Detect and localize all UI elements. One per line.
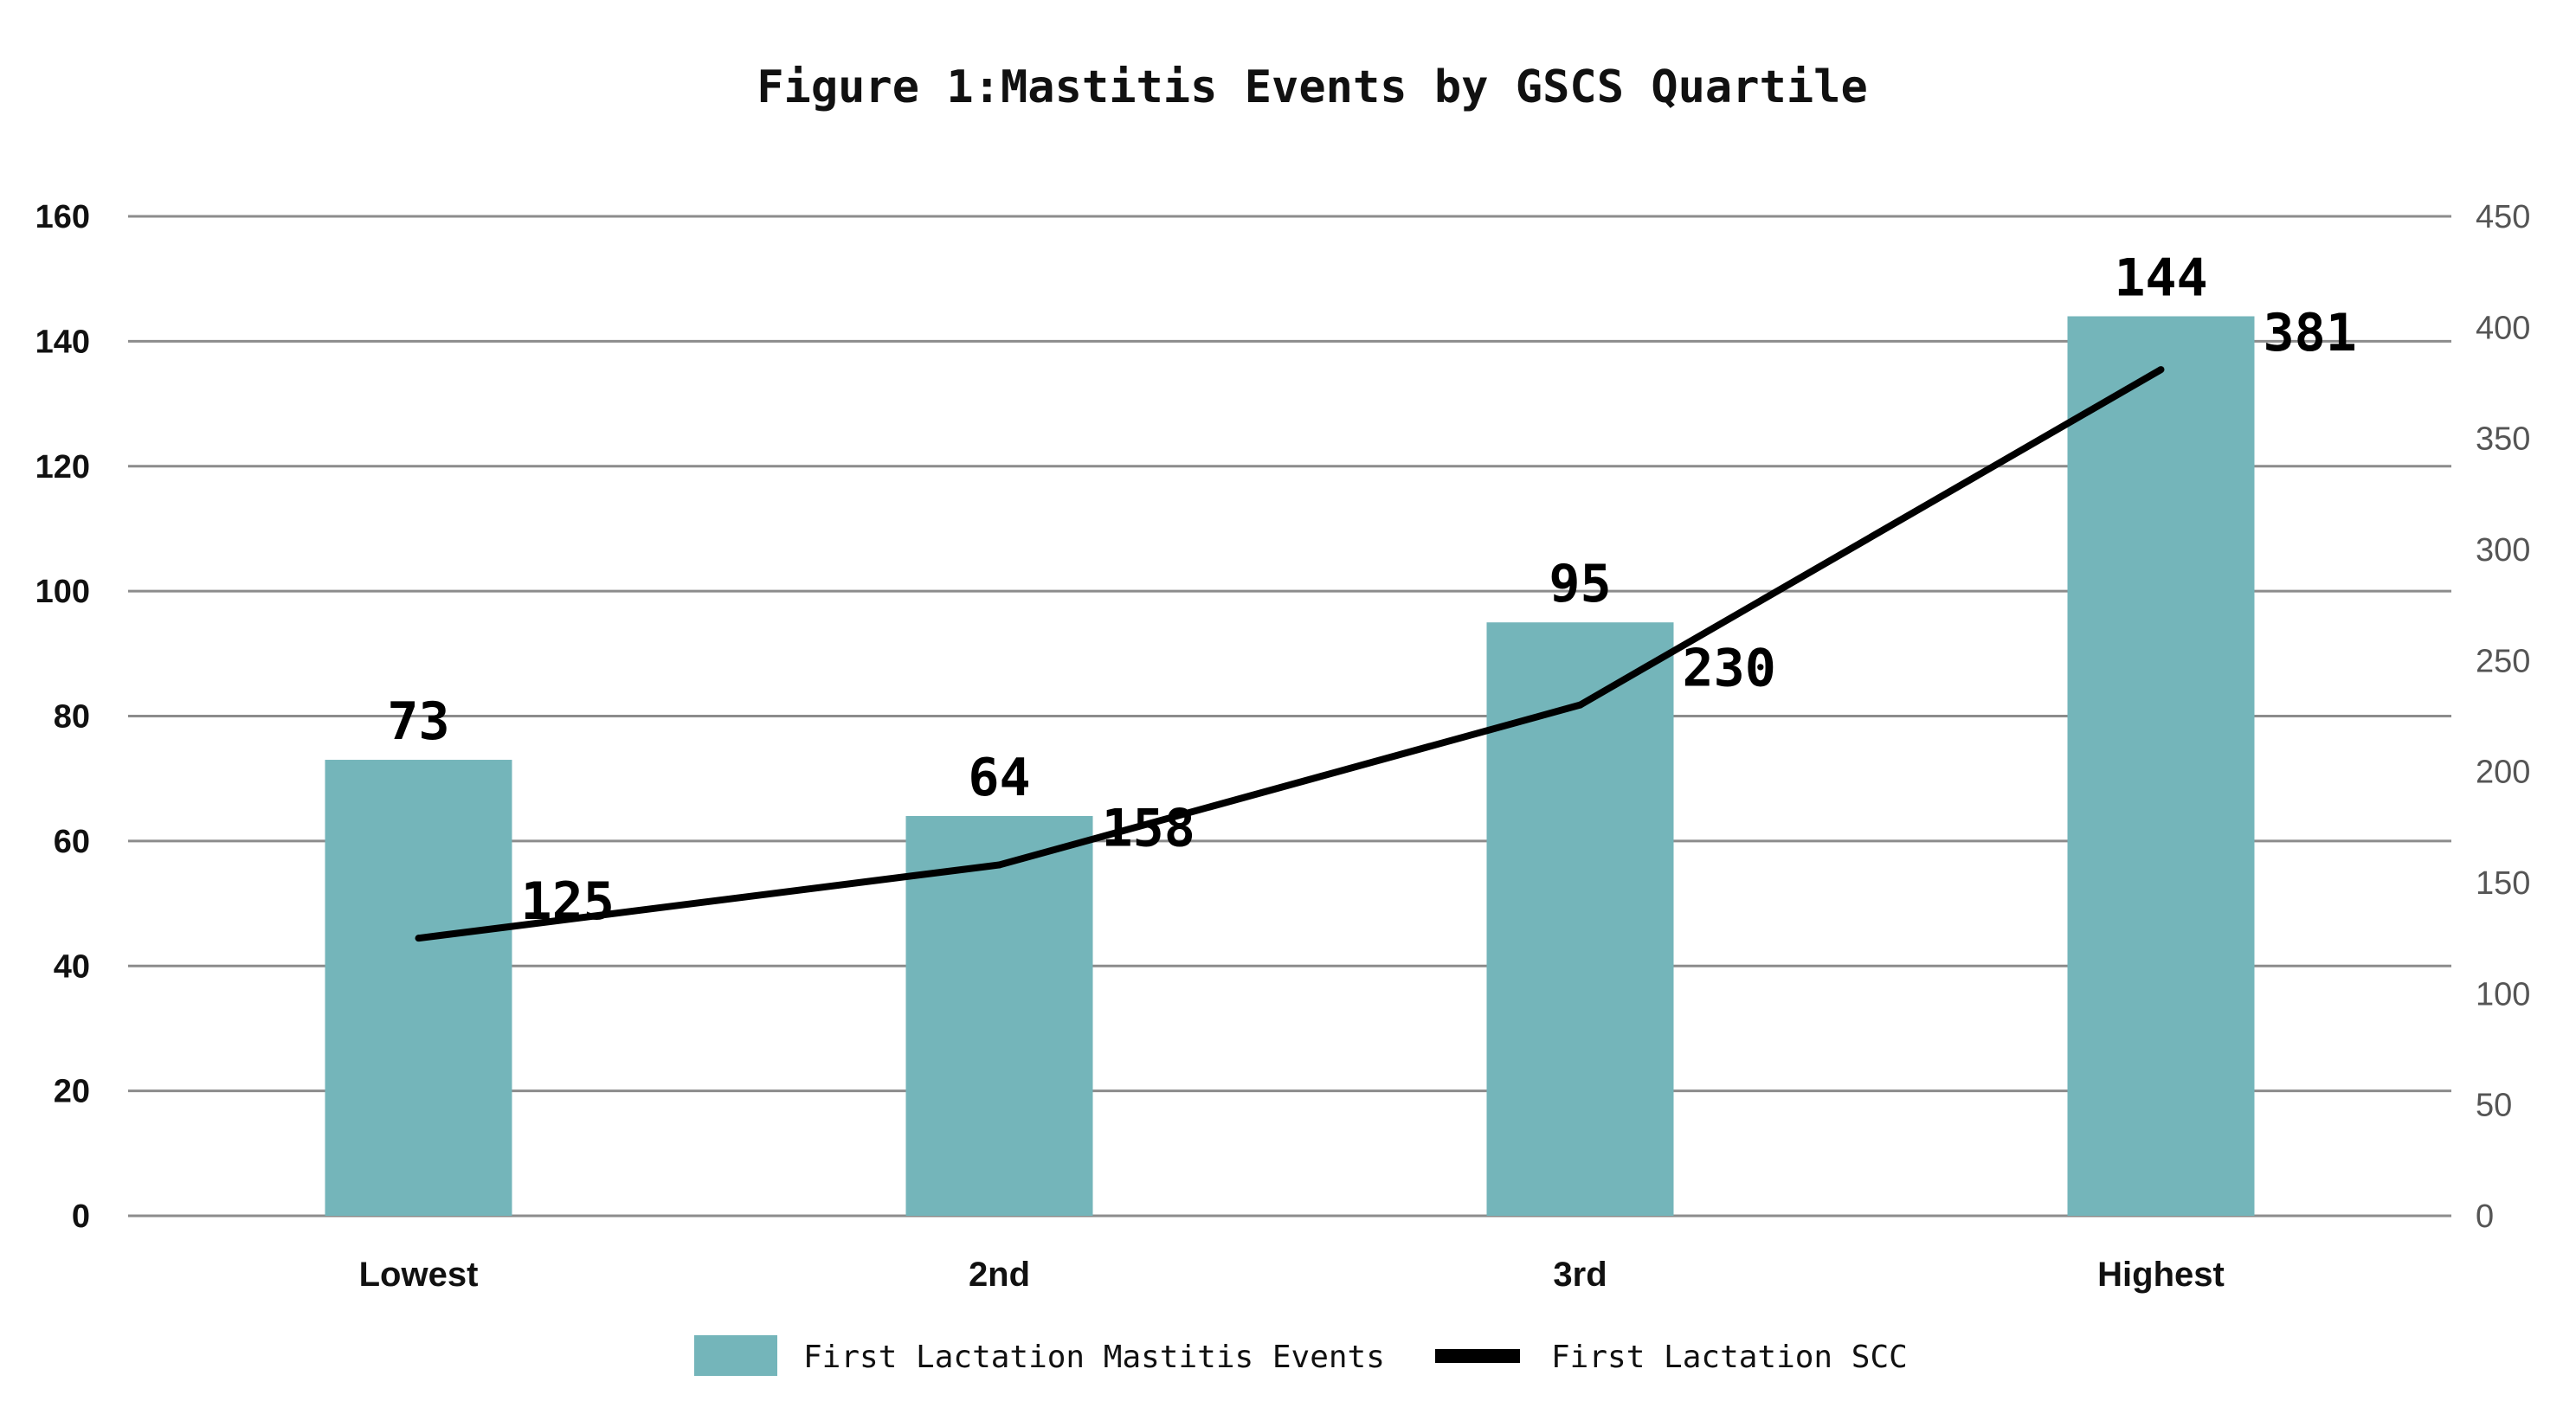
category-label: 2nd	[969, 1256, 1030, 1294]
chart-legend: First Lactation Mastitis Events First La…	[694, 1335, 1908, 1376]
right-tick-label: 300	[2476, 532, 2530, 569]
grid-lines	[128, 215, 2451, 1218]
line-data-label: 230	[1683, 639, 1776, 699]
left-tick-label: 140	[35, 324, 90, 360]
bar-data-label: 64	[968, 748, 1030, 808]
right-tick-label: 200	[2476, 755, 2530, 791]
category-label: Highest	[2097, 1256, 2225, 1294]
right-y-axis: 0 50 100 150 200 250 300 350 400 450	[2476, 199, 2530, 1235]
bar-data-label: 73	[387, 691, 449, 752]
right-tick-label: 400	[2476, 310, 2530, 346]
bar	[2067, 316, 2255, 1216]
line-data-label: 158	[1102, 798, 1195, 858]
line-point	[415, 935, 422, 942]
bar-data-label: 144	[2114, 248, 2207, 309]
bar	[325, 760, 512, 1216]
data-labels: 73 64 95 144 125 158 230 381	[387, 248, 2357, 933]
legend-bar-swatch	[694, 1335, 777, 1376]
line-path	[417, 366, 2163, 942]
right-tick-label: 350	[2476, 421, 2530, 458]
legend-line-label: First Lactation SCC	[1551, 1340, 1908, 1375]
legend-bar-label: First Lactation Mastitis Events	[803, 1340, 1385, 1375]
chart-title: Figure 1:Mastitis Events by GSCS Quartil…	[757, 61, 1868, 113]
left-tick-label: 0	[72, 1199, 90, 1235]
left-tick-label: 120	[35, 449, 90, 485]
left-tick-label: 80	[54, 699, 90, 736]
line-series	[415, 366, 2165, 942]
line-point	[2157, 366, 2165, 374]
right-tick-label: 450	[2476, 199, 2530, 235]
left-y-axis: 0 20 40 60 80 100 120 140 160	[35, 199, 90, 1235]
left-tick-label: 20	[54, 1074, 90, 1110]
left-tick-label: 60	[54, 824, 90, 860]
category-label: Lowest	[359, 1256, 479, 1294]
bar	[1486, 622, 1674, 1216]
x-axis-categories: Lowest 2nd 3rd Highest	[359, 1256, 2225, 1294]
left-tick-label: 160	[35, 199, 90, 235]
left-tick-label: 100	[35, 574, 90, 610]
right-tick-label: 100	[2476, 976, 2530, 1012]
category-label: 3rd	[1553, 1256, 1607, 1294]
line-data-label: 125	[521, 871, 615, 932]
right-tick-label: 250	[2476, 643, 2530, 679]
line-point	[995, 861, 1003, 869]
line-data-label: 381	[2264, 303, 2357, 363]
bar-data-label: 95	[1549, 554, 1611, 614]
right-tick-label: 0	[2476, 1199, 2494, 1235]
bar	[905, 816, 1093, 1216]
left-tick-label: 40	[54, 948, 90, 985]
bar-series	[325, 316, 2255, 1216]
line-point	[1576, 701, 1584, 709]
right-tick-label: 150	[2476, 865, 2530, 902]
right-tick-label: 50	[2476, 1088, 2512, 1124]
